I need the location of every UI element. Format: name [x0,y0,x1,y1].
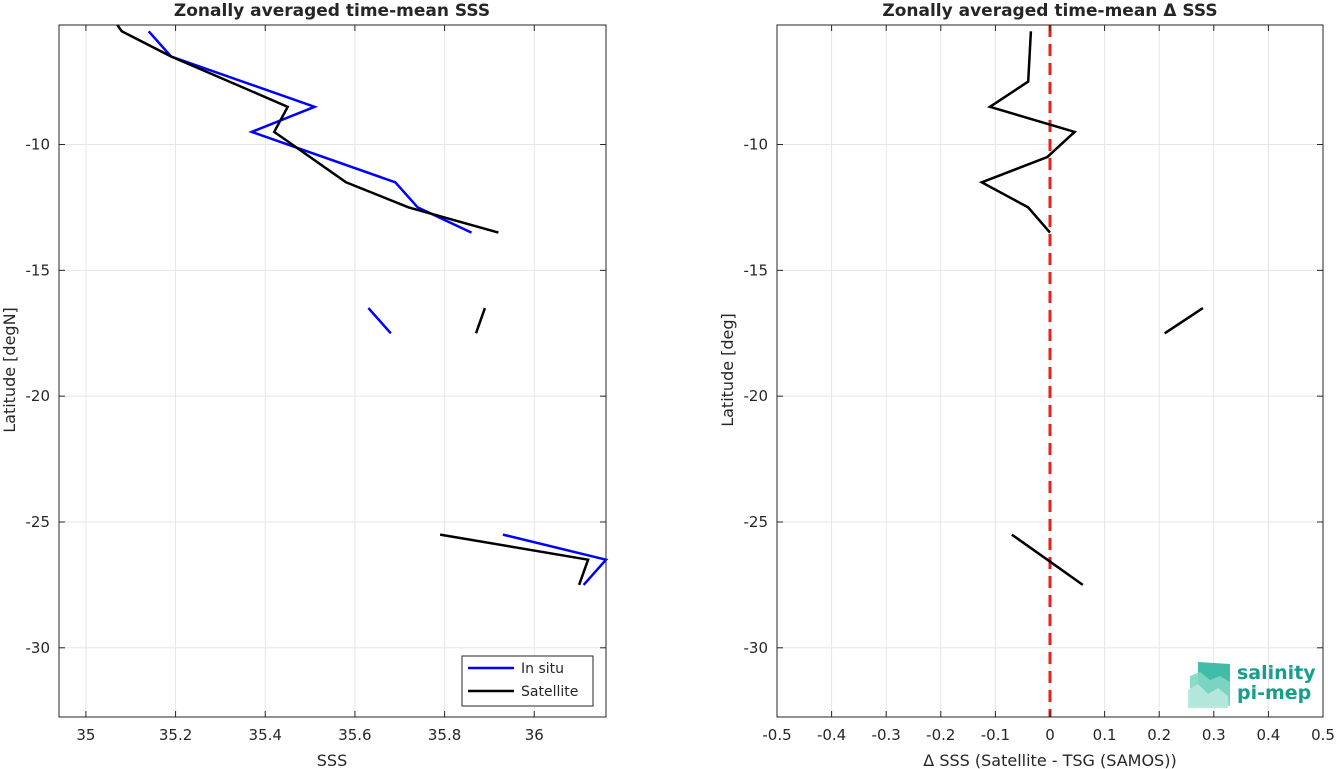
wave-logo-icon [1188,662,1230,708]
x-tick-label: -0.2 [926,726,955,744]
right-ticks: -0.5 -0.4 -0.3 -0.2 -0.1 0 0.1 0.2 0.3 0.4 0.5 -30 -… [744,25,1335,744]
y-tick-label: -25 [26,513,51,531]
y-tick-label: -20 [744,387,769,405]
logo-text-line2: pi-mep [1237,682,1311,704]
x-tick-label: 35.6 [338,726,371,744]
series-line-satellite [439,533,590,586]
left-y-axis-label: Latitude [degN] [0,307,19,433]
right-x-axis-label: Δ SSS (Satellite - TSG (SAMOS)) [923,751,1176,769]
y-tick-label: -25 [744,513,769,531]
series-line-delta [1011,533,1084,586]
x-tick-label: -0.3 [872,726,901,744]
right-y-axis-label: Latitude [deg] [718,313,737,427]
x-tick-label: 0.1 [1093,726,1117,744]
series-line-satellite [116,24,499,234]
y-tick-label: -15 [26,261,51,279]
series-line-delta [1164,307,1204,335]
x-tick-label: -0.1 [981,726,1010,744]
right-plot-data [978,31,1204,586]
left-chart-panel: Zonally averaged time-mean SSS 35 35.2 35.… [0,1,609,769]
series-line-delta [978,31,1078,234]
legend-label-in-situ: In situ [521,661,564,677]
x-tick-label: 36 [525,726,544,744]
x-tick-label: 0.4 [1256,726,1280,744]
left-grid [59,25,606,717]
x-tick-label: 0.2 [1147,726,1171,744]
x-tick-label: -0.5 [762,726,791,744]
y-tick-label: -10 [26,136,51,154]
x-tick-label: 0 [1045,726,1055,744]
x-tick-label: -0.4 [817,726,846,744]
left-ticks: 35 35.2 35.4 35.6 35.8 36 -30 -25 -20 -15 -10 [26,25,606,744]
left-axes-box [58,24,607,718]
y-tick-label: -30 [26,639,51,657]
x-tick-label: 35.2 [159,726,192,744]
salinity-pi-mep-logo: salinity pi-mep [1188,662,1316,708]
x-tick-label: 0.5 [1311,726,1335,744]
y-tick-label: -15 [744,261,769,279]
y-tick-label: -30 [744,639,769,657]
legend-label-satellite: Satellite [521,684,578,700]
logo-text-line1: salinity [1237,662,1316,684]
legend-box [461,655,594,707]
y-tick-label: -20 [26,387,51,405]
right-chart-panel: Zonally averaged time-mean Δ SSS -0.5 -0.… [718,1,1335,769]
right-chart-title: Zonally averaged time-mean Δ SSS [882,1,1217,21]
series-line-satellite [474,307,487,334]
y-tick-label: -10 [744,136,769,154]
x-tick-label: 35.4 [249,726,282,744]
left-x-axis-label: SSS [317,751,347,769]
left-chart-title: Zonally averaged time-mean SSS [174,1,490,21]
left-plot-data [116,24,609,586]
x-tick-label: 35 [76,726,95,744]
x-tick-label: 35.8 [428,726,461,744]
legend: In situ Satellite [461,655,594,707]
x-tick-label: 0.3 [1202,726,1226,744]
series-line-in-situ [502,533,609,586]
series-line-in-situ [367,307,392,335]
series-line-in-situ [147,30,473,234]
